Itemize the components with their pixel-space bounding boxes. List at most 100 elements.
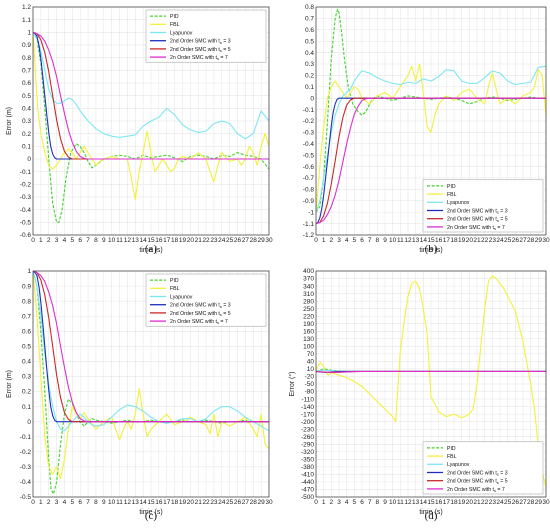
x-tick-label: 22 <box>481 499 489 506</box>
x-tick-label: 9 <box>102 237 106 244</box>
chart-panel-3: 0 1 2 3 4 5 6 7 8 9 10 11 12 13 14 15 16 17 18 19 20 21 22 23 24… <box>6 268 273 522</box>
series-line-4 <box>33 271 269 423</box>
x-tick-label: 23 <box>210 499 218 506</box>
y-tick-label: 0.8 <box>305 4 314 11</box>
x-tick-label: 28 <box>527 237 535 244</box>
y-tick-label: 1 <box>27 268 31 275</box>
x-tick-label: 5 <box>353 237 357 244</box>
x-tick-label: 3 <box>55 237 59 244</box>
x-tick-label: 30 <box>265 237 273 244</box>
y-tick-label: -290 <box>301 441 314 448</box>
x-tick-label: 27 <box>519 237 527 244</box>
x-tick-label: 1 <box>322 499 326 506</box>
panel-caption: (c) <box>145 510 158 522</box>
x-tick-label: 29 <box>535 499 543 506</box>
axes-frame <box>32 270 270 498</box>
legend-entry: Lyapunov <box>447 200 470 206</box>
x-tick-label: 29 <box>535 237 543 244</box>
panel-caption: (d) <box>425 510 438 522</box>
legend-box <box>145 273 267 327</box>
y-tick-label: -1.1 <box>303 221 315 228</box>
x-tick-label: 11 <box>116 499 123 506</box>
legend-entry: Lyapunov <box>170 294 193 300</box>
x-tick-label: 27 <box>242 237 250 244</box>
y-tick-label: -0.1 <box>20 434 32 441</box>
y-tick-label: 0.1 <box>22 404 31 411</box>
x-tick-label: 28 <box>250 499 258 506</box>
x-tick-label: 28 <box>527 499 535 506</box>
series-line-2 <box>33 271 269 480</box>
y-tick-label: -0.7 <box>303 175 315 182</box>
x-axis-label: time (s) <box>139 509 162 516</box>
legend: PID FBL Lyapunov 2nd Order SMC with ts = 3 2… <box>422 441 544 495</box>
y-tick-label: 0.4 <box>22 106 31 113</box>
x-tick-label: 19 <box>179 237 187 244</box>
y-tick-label: -440 <box>301 479 314 486</box>
x-tick-label: 16 <box>435 499 443 506</box>
x-tick-label: 25 <box>504 499 512 506</box>
x-tick-label: 5 <box>71 237 75 244</box>
x-tick-label: 22 <box>202 499 210 506</box>
x-tick-label: 12 <box>404 237 412 244</box>
x-tick-label: 6 <box>360 237 364 244</box>
x-tick-label: 18 <box>450 237 458 244</box>
x-tick-label: 20 <box>187 237 195 244</box>
x-tick-label: 18 <box>450 499 458 506</box>
series-line-6 <box>316 370 546 373</box>
x-tick-label: 4 <box>345 499 349 506</box>
x-tick-label: 22 <box>202 237 210 244</box>
x-tick-label: 2 <box>330 499 334 506</box>
y-tick-label: -380 <box>301 464 314 471</box>
x-tick-label: 22 <box>481 237 489 244</box>
series-line-6 <box>316 97 546 225</box>
legend-entry: FBL <box>170 286 180 292</box>
y-tick-label: -0.8 <box>303 187 315 194</box>
y-tick-label: -1.2 <box>303 232 315 239</box>
x-tick-label: 27 <box>519 499 527 506</box>
y-tick-label: 0.2 <box>22 389 31 396</box>
y-tick-label: -0.4 <box>20 479 32 486</box>
x-tick-label: 5 <box>353 499 357 506</box>
x-axis-label: time (s) <box>419 247 442 254</box>
x-tick-label: 26 <box>512 499 520 506</box>
y-tick-label: -470 <box>301 487 314 494</box>
x-axis-label: time (s) <box>419 509 442 516</box>
x-tick-label: 2 <box>47 237 51 244</box>
x-tick-label: 25 <box>226 237 234 244</box>
y-tick-label: -260 <box>301 434 314 441</box>
y-tick-label: 0.7 <box>22 68 31 75</box>
legend-entry: FBL <box>447 192 457 198</box>
y-tick-label: -350 <box>301 457 314 464</box>
x-tick-label: 23 <box>210 237 218 244</box>
x-tick-label: 14 <box>420 499 428 506</box>
y-tick-label: 100 <box>303 344 314 351</box>
y-tick-label: 0.4 <box>305 50 314 57</box>
x-tick-label: 0 <box>31 499 35 506</box>
x-tick-label: 6 <box>78 499 82 506</box>
x-tick-label: 26 <box>234 499 242 506</box>
series-line-6 <box>33 31 269 160</box>
x-tick-label: 25 <box>226 499 234 506</box>
x-tick-label: 12 <box>404 499 412 506</box>
x-tick-label: 7 <box>86 499 90 506</box>
y-tick-label: -0.3 <box>20 464 32 471</box>
axes-frame <box>315 6 547 236</box>
y-tick-label: 0.5 <box>22 93 31 100</box>
series-line-5 <box>33 31 269 160</box>
legend-entry: 2nd Order SMC with ts = 5 <box>447 479 508 485</box>
x-tick-label: 3 <box>55 499 59 506</box>
y-tick-label: 0 <box>27 156 31 163</box>
x-tick-label: 13 <box>132 499 140 506</box>
y-tick-label: -0.1 <box>303 107 315 114</box>
x-tick-label: 28 <box>250 237 258 244</box>
y-tick-label: 190 <box>303 321 314 328</box>
x-tick-label: 11 <box>116 237 123 244</box>
y-tick-label: 130 <box>303 336 314 343</box>
x-tick-label: 18 <box>171 237 179 244</box>
x-tick-label: 9 <box>102 499 106 506</box>
x-tick-label: 1 <box>39 499 43 506</box>
y-tick-label: -0.9 <box>303 198 315 205</box>
x-tick-label: 15 <box>147 237 155 244</box>
axes-frame <box>315 270 547 498</box>
x-tick-label: 10 <box>389 237 397 244</box>
